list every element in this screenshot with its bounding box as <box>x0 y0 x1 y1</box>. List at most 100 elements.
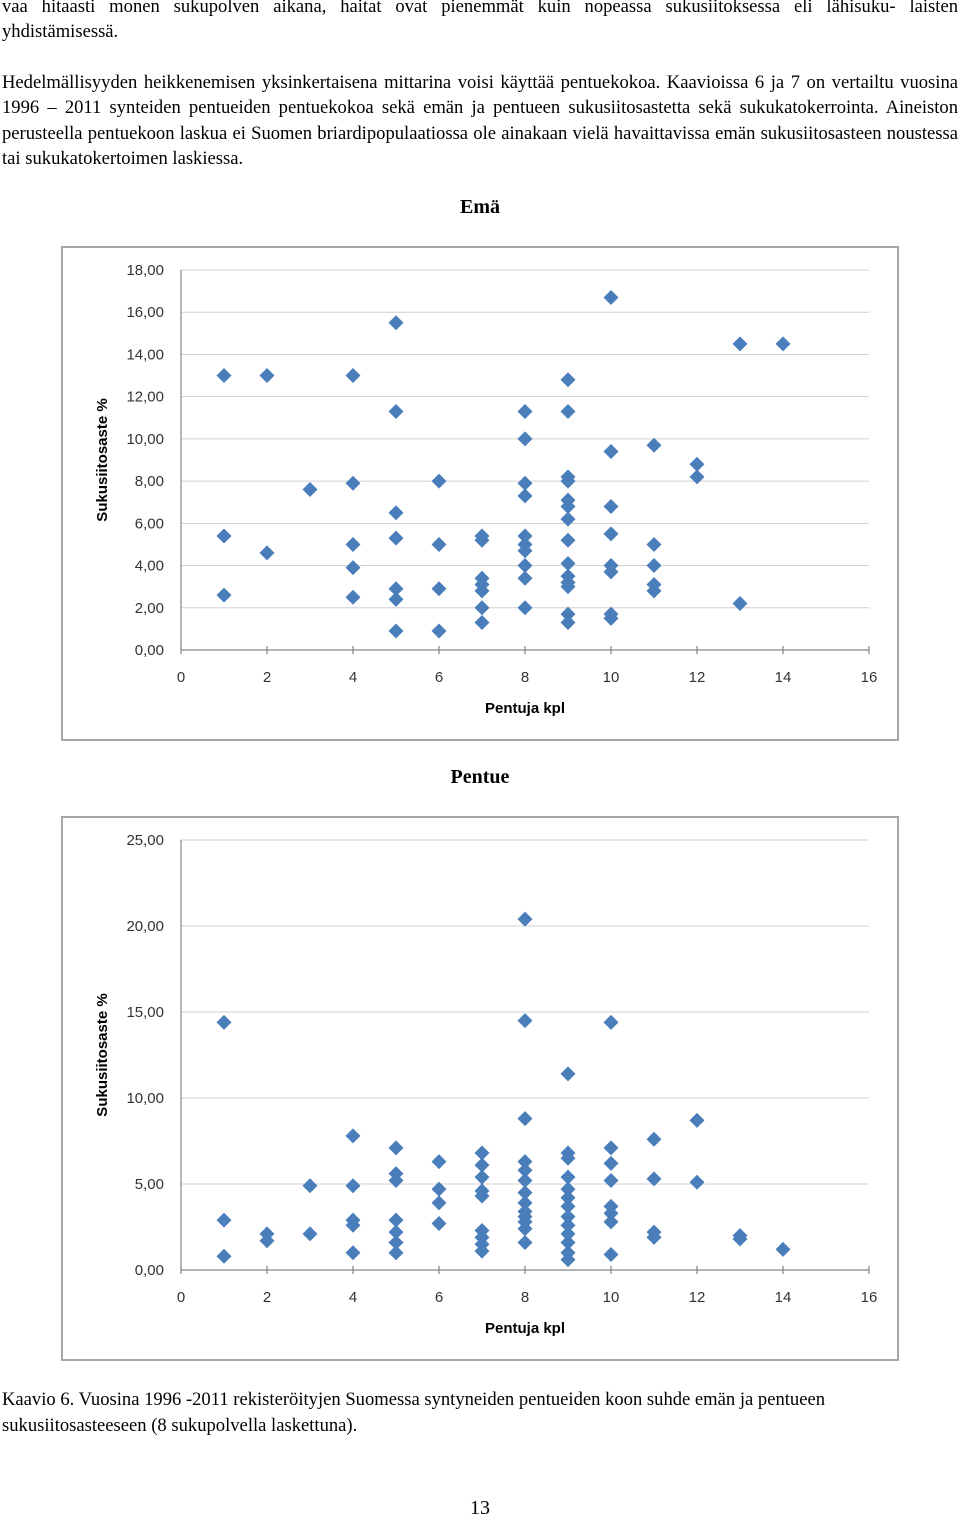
x-tick-label: 16 <box>861 669 878 686</box>
y-tick-label: 4,00 <box>135 558 164 575</box>
data-point <box>388 1173 404 1189</box>
data-point <box>388 530 404 546</box>
x-tick-label: 12 <box>689 1289 706 1306</box>
data-point <box>474 1145 490 1161</box>
data-point <box>603 564 619 580</box>
data-point <box>345 536 361 552</box>
y-tick-label: 6,00 <box>135 515 164 532</box>
x-tick-label: 10 <box>603 1289 620 1306</box>
x-tick-label: 2 <box>263 669 271 686</box>
y-tick-label: 10,00 <box>126 431 164 448</box>
data-point <box>603 526 619 542</box>
data-point <box>560 606 576 622</box>
data-point <box>603 1155 619 1171</box>
data-point <box>517 600 533 616</box>
data-point <box>259 368 275 384</box>
data-point <box>431 536 447 552</box>
data-point <box>775 336 791 352</box>
data-point <box>216 1248 232 1264</box>
x-tick-label: 0 <box>177 1289 185 1306</box>
data-point <box>216 587 232 603</box>
data-point <box>517 1195 533 1211</box>
data-point <box>560 1234 576 1250</box>
data-point <box>603 1140 619 1156</box>
data-point <box>388 591 404 607</box>
chart-ema-svg: 0,00 2,00 4,00 6,00 8,00 10,00 12,00 14,00 16,00… <box>94 262 878 717</box>
data-point <box>345 368 361 384</box>
x-tick-label: 4 <box>349 669 357 686</box>
data-point <box>603 1014 619 1030</box>
data-point <box>560 403 576 419</box>
x-tick-label: 2 <box>263 1289 271 1306</box>
y-tick-label: 25,00 <box>126 832 164 849</box>
data-point <box>603 444 619 460</box>
data-point <box>517 1154 533 1170</box>
data-point <box>603 289 619 305</box>
data-point <box>388 1140 404 1156</box>
x-tick-label: 14 <box>775 1289 792 1306</box>
data-point <box>560 473 576 489</box>
data-point <box>431 1195 447 1211</box>
data-point <box>474 1157 490 1173</box>
data-point <box>345 1178 361 1194</box>
data-point <box>388 505 404 521</box>
data-point <box>517 1013 533 1029</box>
data-point <box>732 596 748 612</box>
data-point <box>603 1247 619 1263</box>
x-tick-label: 16 <box>861 1289 878 1306</box>
data-point <box>560 579 576 595</box>
data-point <box>560 1198 576 1214</box>
data-point <box>345 1217 361 1233</box>
data-point <box>646 437 662 453</box>
data-point <box>560 1252 576 1268</box>
data-point <box>431 473 447 489</box>
page-number: 13 <box>470 1497 490 1519</box>
data-point <box>517 1162 533 1178</box>
data-point <box>689 1112 705 1128</box>
data-point <box>646 536 662 552</box>
data-point <box>431 1181 447 1197</box>
data-point <box>216 368 232 384</box>
data-point <box>517 488 533 504</box>
data-point <box>302 1178 318 1194</box>
data-point <box>560 1217 576 1233</box>
data-point <box>517 1173 533 1189</box>
data-point <box>560 555 576 571</box>
data-point <box>388 623 404 639</box>
data-point <box>517 403 533 419</box>
data-point <box>560 532 576 548</box>
data-point <box>388 1212 404 1228</box>
data-point <box>560 372 576 388</box>
x-tick-label: 12 <box>689 669 706 686</box>
data-point <box>431 1154 447 1170</box>
data-point <box>646 1229 662 1245</box>
data-point <box>775 1241 791 1257</box>
data-point <box>732 1231 748 1247</box>
data-point <box>689 456 705 472</box>
y-tick-label: 20,00 <box>126 918 164 935</box>
data-point <box>388 581 404 597</box>
data-point <box>603 1205 619 1221</box>
y-tick-label: 8,00 <box>135 473 164 490</box>
data-point <box>431 1216 447 1232</box>
y-tick-label: 0,00 <box>135 1262 164 1279</box>
data-point <box>560 1190 576 1206</box>
data-point <box>646 583 662 599</box>
y-axis-label: Sukusiitosaste % <box>94 398 111 521</box>
data-point <box>560 1169 576 1185</box>
data-point <box>302 1226 318 1242</box>
data-point <box>560 615 576 631</box>
y-tick-label: 18,00 <box>126 262 164 279</box>
body-paragraph: Hedelmällisyyden heikkenemisen yksinkert… <box>2 72 958 169</box>
y-tick-label: 2,00 <box>135 600 164 617</box>
data-point <box>560 1150 576 1166</box>
data-point <box>517 431 533 447</box>
data-point <box>474 532 490 548</box>
data-point <box>388 1245 404 1261</box>
y-tick-label: 12,00 <box>126 389 164 406</box>
data-point <box>431 623 447 639</box>
chart-title-pentue: Pentue <box>450 766 510 788</box>
data-point <box>388 1234 404 1250</box>
y-tick-label: 16,00 <box>126 304 164 321</box>
data-point <box>345 1128 361 1144</box>
